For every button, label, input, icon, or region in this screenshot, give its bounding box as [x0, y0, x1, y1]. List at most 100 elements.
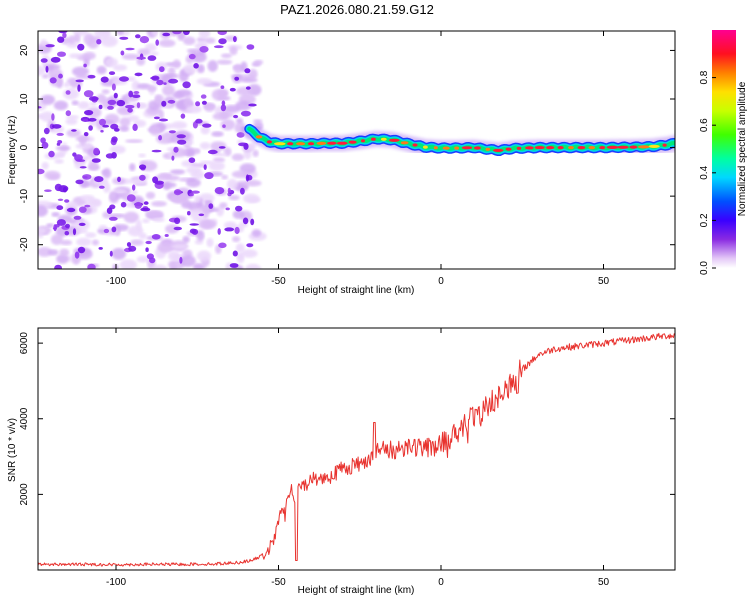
noise-blob-dark: [218, 38, 227, 45]
ridge-hotspot: [316, 141, 327, 145]
noise-blob-dark: [177, 139, 187, 145]
noise-blob-dark: [108, 71, 116, 75]
noise-blob-dark: [217, 228, 221, 235]
noise-blob-light: [38, 233, 44, 239]
noise-blob-light: [235, 243, 245, 253]
noise-blob-dark: [65, 110, 72, 117]
noise-blob-light: [81, 181, 91, 188]
noise-blob-light: [119, 259, 137, 269]
noise-blob-dark: [120, 50, 125, 56]
noise-blob-light: [80, 194, 95, 201]
noise-blob-dark: [64, 199, 70, 203]
noise-blob-light: [165, 224, 179, 234]
noise-blob-dark: [66, 207, 76, 213]
noise-blob-light: [220, 53, 233, 59]
noise-blob-dark: [195, 118, 203, 124]
noise-blob-dark: [78, 222, 86, 226]
snr-y-tick-label: 4000: [19, 407, 30, 430]
noise-blob-light: [131, 190, 138, 195]
spectrogram-x-tick-label: 50: [598, 276, 610, 287]
noise-blob-dark: [77, 246, 86, 254]
ridge-hotspot: [629, 145, 638, 149]
noise-blob-light: [212, 112, 228, 121]
noise-blob-light: [186, 105, 202, 114]
colorbar-tick-label: 0.4: [699, 165, 710, 179]
noise-blob-light: [38, 113, 44, 119]
noise-blob-light: [248, 68, 258, 80]
ridge-hotspot: [505, 147, 512, 151]
noise-blob-light: [152, 217, 165, 223]
noise-blob-dark: [43, 127, 50, 135]
noise-blob-dark: [191, 228, 199, 235]
ridge-hotspot: [327, 141, 337, 145]
noise-blob-dark: [179, 256, 183, 264]
noise-blob-dark: [143, 201, 149, 205]
noise-blob-light: [228, 195, 240, 201]
noise-blob-dark: [139, 174, 146, 181]
noise-blob-dark: [199, 46, 209, 53]
noise-blob-dark: [229, 263, 239, 268]
colorbar-tick-label: 0.2: [699, 213, 710, 227]
noise-blob-dark: [91, 158, 101, 163]
noise-blob-dark: [107, 105, 114, 110]
noise-blob-dark: [225, 207, 230, 211]
noise-blob-light: [112, 264, 119, 269]
noise-region: [38, 31, 267, 269]
noise-blob-dark: [149, 257, 156, 264]
noise-blob-light: [242, 193, 260, 204]
noise-blob-light: [113, 64, 128, 71]
snr-x-tick-label: 50: [598, 577, 610, 588]
noise-blob-dark: [58, 31, 68, 34]
noise-blob-light: [98, 224, 108, 230]
noise-blob-light: [206, 238, 214, 248]
noise-blob-dark: [65, 223, 70, 229]
noise-blob-light: [229, 46, 238, 56]
noise-blob-dark: [128, 245, 137, 252]
noise-blob-dark: [111, 226, 117, 233]
noise-blob-light: [77, 101, 90, 110]
spectrogram-x-ticks: -100 -50 0 50: [106, 31, 610, 287]
noise-blob-light: [156, 174, 171, 180]
noise-blob-light: [38, 205, 48, 217]
signal-ridge: [241, 121, 675, 159]
noise-blob-dark: [127, 107, 133, 113]
noise-blob-light: [199, 142, 211, 150]
noise-blob-dark: [208, 203, 214, 209]
ridge-hotspot: [380, 137, 387, 141]
noise-blob-dark: [240, 110, 251, 117]
noise-blob-dark: [50, 56, 61, 63]
ridge-hotspot: [307, 142, 315, 146]
noise-blob-light: [56, 254, 70, 264]
noise-blob-light: [55, 145, 71, 151]
noise-blob-dark: [102, 124, 110, 128]
noise-blob-light: [48, 174, 60, 180]
ridge-hotspot: [371, 137, 376, 141]
noise-blob-light: [85, 232, 97, 238]
noise-blob-dark: [98, 104, 103, 110]
noise-blob-light: [232, 210, 245, 219]
noise-blob-light: [109, 145, 126, 154]
noise-blob-light: [154, 94, 161, 105]
noise-blob-dark: [200, 94, 207, 99]
snr-x-ticks: -100 -50 0 50: [106, 328, 610, 588]
noise-blob-dark: [193, 63, 199, 69]
noise-blob-dark: [84, 110, 94, 116]
noise-blob-dark: [119, 76, 129, 82]
colorbar-ticks: 0.0 0.2 0.4 0.6 0.8: [699, 70, 716, 275]
noise-blob-light: [196, 230, 205, 242]
ridge-hotspot: [662, 143, 667, 147]
noise-blob-dark: [107, 99, 117, 105]
ridge-hotspot: [274, 142, 286, 146]
noise-blob-dark: [57, 36, 65, 43]
noise-blob-dark: [78, 206, 87, 213]
noise-blob-light: [183, 96, 193, 108]
ridge-hotspot: [617, 145, 629, 149]
noise-blob-dark: [98, 185, 105, 189]
noise-blob-light: [127, 225, 144, 237]
ridge-hotspot: [577, 146, 586, 150]
noise-blob-light: [182, 36, 196, 46]
ridge-hotspot: [648, 144, 660, 148]
noise-blob-dark: [135, 34, 141, 39]
spectrogram-x-tick-label: 0: [438, 276, 444, 287]
